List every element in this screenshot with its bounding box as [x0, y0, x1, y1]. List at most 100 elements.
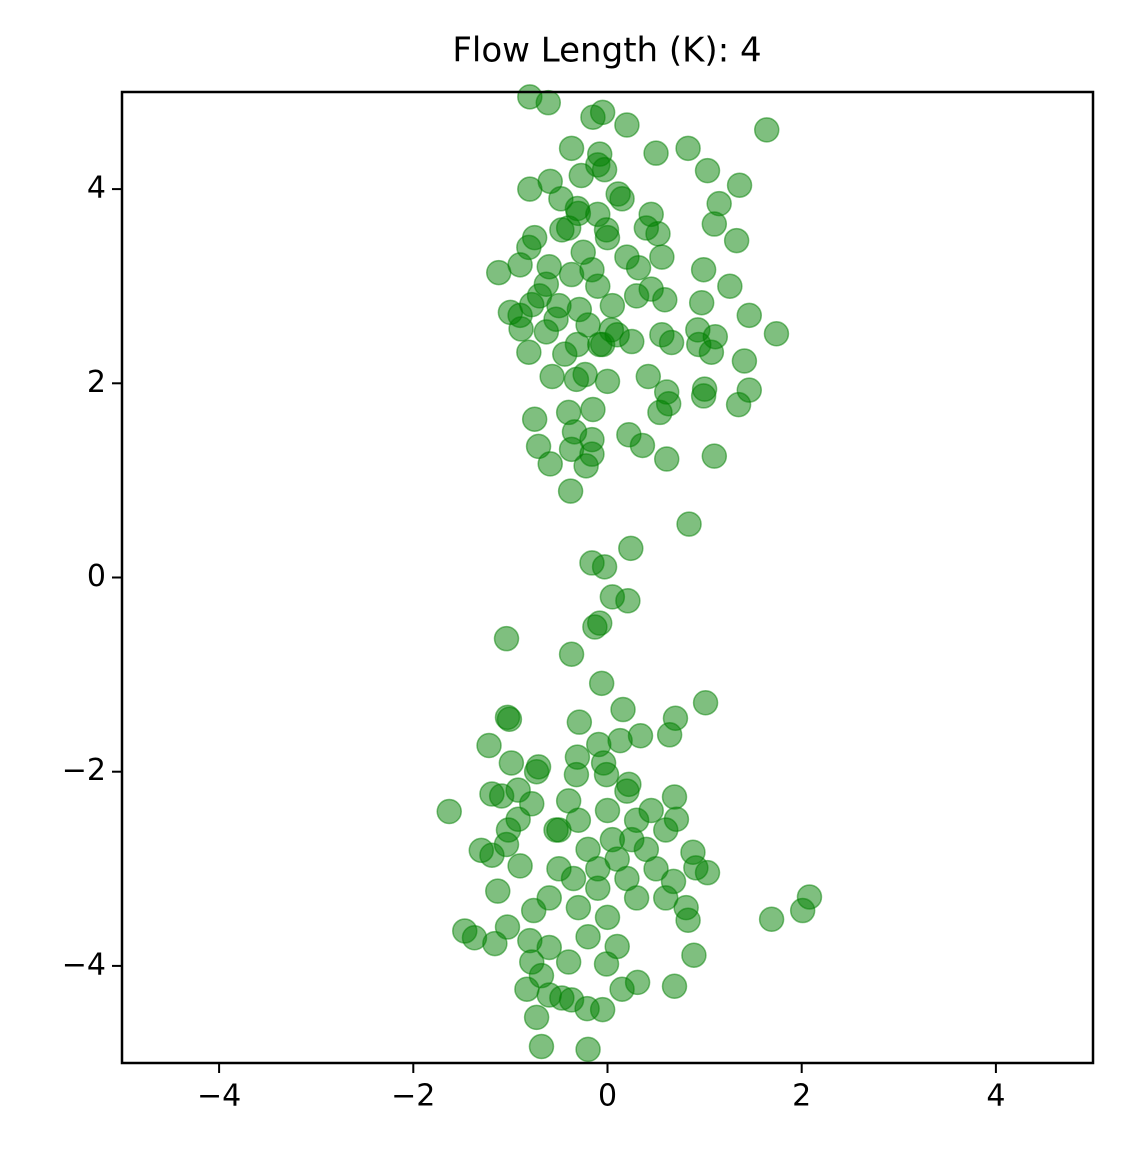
- point: [594, 224, 621, 251]
- point: [558, 135, 585, 162]
- point: [507, 853, 533, 879]
- point: [558, 641, 585, 667]
- point: [753, 117, 780, 143]
- point: [516, 339, 542, 365]
- point: [555, 215, 582, 241]
- y-tick-label: −2: [62, 753, 106, 788]
- point: [725, 391, 752, 418]
- point: [629, 432, 656, 459]
- point: [633, 215, 660, 241]
- point: [546, 817, 572, 843]
- point: [681, 942, 707, 968]
- y-tick-label: 2: [87, 365, 106, 400]
- point: [498, 750, 525, 776]
- point: [690, 256, 717, 283]
- point: [647, 399, 673, 426]
- point: [568, 162, 595, 189]
- point: [723, 227, 750, 254]
- point: [614, 112, 640, 138]
- point: [594, 797, 621, 824]
- y-tick-label: 4: [87, 171, 106, 206]
- point: [763, 321, 790, 347]
- point: [701, 443, 728, 469]
- point: [588, 670, 615, 697]
- point: [619, 826, 645, 853]
- point: [536, 254, 562, 280]
- point: [594, 904, 621, 931]
- point: [726, 172, 753, 198]
- point: [675, 907, 701, 934]
- point: [717, 273, 743, 299]
- point: [555, 788, 582, 814]
- point: [582, 614, 608, 640]
- point: [525, 754, 552, 780]
- point: [653, 885, 679, 911]
- point: [661, 784, 688, 810]
- point: [796, 884, 823, 910]
- point: [675, 135, 701, 162]
- point: [614, 778, 640, 804]
- point: [485, 878, 511, 904]
- point: [575, 312, 601, 338]
- point: [604, 933, 630, 960]
- point: [539, 363, 565, 390]
- point: [694, 859, 721, 886]
- point: [535, 89, 562, 116]
- point: [653, 817, 679, 843]
- point: [496, 706, 523, 733]
- point: [575, 924, 601, 950]
- point: [688, 289, 715, 316]
- point: [521, 406, 548, 432]
- point: [609, 186, 635, 212]
- point: [557, 478, 584, 504]
- point: [649, 244, 675, 270]
- point: [643, 856, 669, 882]
- point: [482, 930, 508, 957]
- point: [694, 157, 721, 184]
- point: [736, 302, 763, 329]
- point: [507, 302, 533, 329]
- point: [676, 511, 702, 537]
- point: [570, 239, 596, 265]
- point: [623, 283, 650, 309]
- point: [564, 331, 591, 358]
- point: [507, 252, 533, 278]
- point: [573, 453, 599, 479]
- point: [618, 535, 644, 562]
- point: [533, 319, 560, 345]
- point: [623, 885, 650, 911]
- x-tick-label: −2: [391, 1079, 435, 1114]
- point: [589, 331, 616, 358]
- point: [585, 273, 611, 299]
- point: [661, 973, 688, 1000]
- chart-title: Flow Length (K): 4: [452, 31, 761, 71]
- point: [580, 396, 606, 423]
- point: [436, 798, 462, 825]
- point: [591, 156, 618, 183]
- point: [523, 1004, 550, 1031]
- point: [485, 259, 512, 286]
- point: [638, 797, 664, 824]
- point: [698, 339, 725, 365]
- point: [701, 211, 728, 237]
- point: [514, 976, 540, 1002]
- point: [615, 588, 641, 614]
- point: [599, 292, 626, 319]
- point: [690, 383, 717, 409]
- x-tick-label: 0: [598, 1079, 617, 1114]
- point: [656, 722, 683, 748]
- point: [591, 554, 618, 580]
- point: [593, 761, 620, 788]
- point: [658, 329, 685, 356]
- point: [635, 363, 662, 390]
- point: [563, 761, 590, 788]
- point: [643, 140, 669, 166]
- point: [525, 433, 552, 460]
- point: [580, 104, 606, 130]
- point: [594, 368, 621, 395]
- point: [493, 625, 520, 652]
- point: [560, 865, 587, 892]
- point: [652, 287, 678, 313]
- point: [610, 696, 636, 723]
